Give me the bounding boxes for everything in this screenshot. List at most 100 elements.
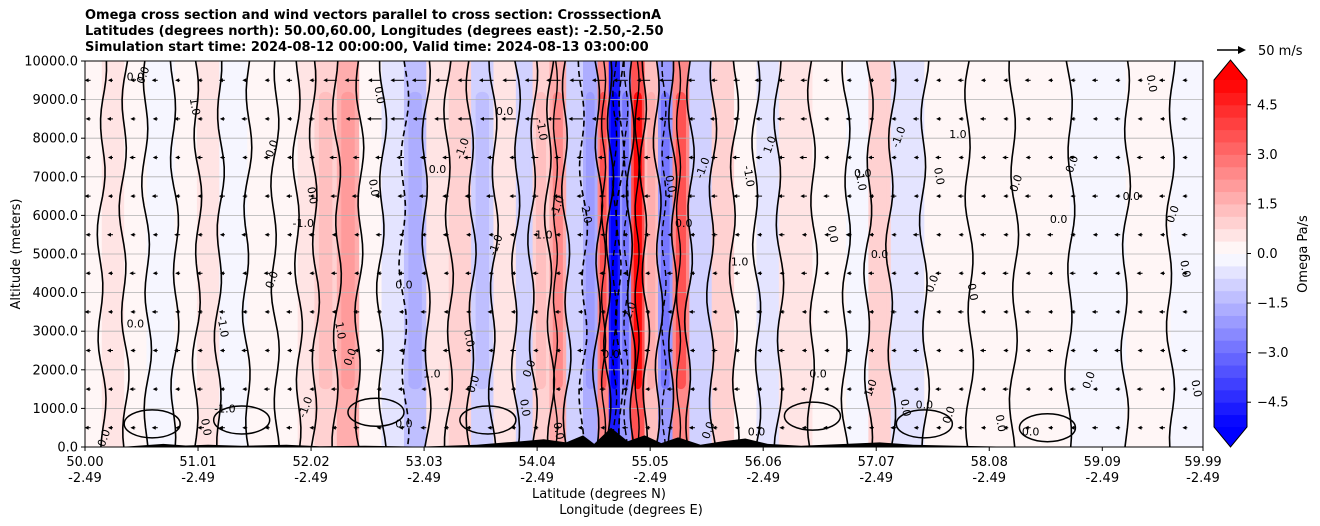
wind-vector-head: [936, 78, 941, 83]
x-tick-label-lon: -2.49: [972, 471, 1006, 486]
wind-vector-head: [980, 387, 985, 392]
wind-vector-head: [754, 194, 759, 199]
wind-vector-head: [1159, 271, 1164, 276]
wind-vector-head: [578, 271, 583, 276]
wind-vector-head: [846, 194, 851, 199]
contour-label: 0.0: [395, 279, 413, 292]
wind-vector-head: [524, 78, 529, 83]
wind-vector-head: [242, 425, 247, 430]
wind-vector-head: [868, 232, 873, 237]
x-tick-label-lon: -2.49: [294, 471, 328, 486]
wind-vector-head: [778, 232, 783, 237]
wind-vector-head: [734, 309, 739, 314]
wind-vector-head: [980, 425, 985, 430]
wind-vector-head: [263, 155, 268, 160]
wind-vector-head: [488, 348, 493, 353]
contour-loop: [1018, 412, 1077, 443]
contour-line: [191, 61, 203, 447]
colorbar-level: [1214, 104, 1247, 118]
wind-vector-head: [1092, 387, 1097, 392]
wind-vector-head: [129, 271, 134, 276]
colorbar-label: Omega Pa/s: [1296, 215, 1311, 293]
wind-vector-head: [411, 78, 416, 83]
wind-vector-head: [1137, 309, 1142, 314]
vector-key-label: 50 m/s: [1258, 44, 1303, 59]
wind-vector-head: [777, 194, 782, 199]
wind-vector-head: [846, 309, 851, 314]
wind-vector-head: [913, 271, 918, 276]
wind-vector-head: [152, 348, 157, 353]
wind-vector-head: [375, 194, 380, 199]
wind-vector-head: [1159, 116, 1164, 121]
contour-label: 0.0: [1123, 190, 1141, 203]
contour-label: 0.0: [198, 417, 214, 436]
wind-vector-head: [219, 116, 224, 121]
wind-vector-head: [479, 116, 484, 121]
wind-vector-head: [85, 348, 90, 353]
y-tick-label: 10000.0: [24, 55, 78, 70]
wind-vector-head: [85, 194, 89, 199]
wind-vector-head: [1114, 348, 1119, 353]
wind-vector-head: [129, 155, 134, 160]
contour-label: 1.0: [949, 128, 967, 141]
wind-vector-head: [175, 271, 180, 276]
contour-line: [591, 61, 604, 447]
colorbar-level: [1214, 352, 1247, 366]
wind-vector-head: [85, 425, 89, 430]
wind-vector-head: [667, 232, 672, 237]
wind-vector-head: [709, 116, 714, 121]
x-tick-label-lat: 59.09: [1084, 455, 1121, 470]
wind-vector-head: [376, 271, 381, 276]
wind-vector-head: [757, 271, 762, 276]
wind-vector-head: [620, 194, 625, 199]
omega-core: [408, 91, 422, 390]
contour-label: 0.0: [263, 269, 281, 290]
wind-vector-head: [263, 387, 268, 392]
wind-vector-head: [1115, 155, 1120, 160]
wind-vector-head: [151, 309, 156, 314]
contour-line: [661, 61, 667, 447]
wind-vector-head: [509, 232, 514, 237]
x-tick-label-lat: 52.02: [292, 455, 329, 470]
y-tick-label: 5000.0: [33, 248, 79, 263]
wind-vector-head: [779, 387, 784, 392]
contour-label: -1.0: [852, 168, 869, 191]
wind-vector-head: [241, 348, 246, 353]
wind-vector-head: [591, 78, 596, 83]
colorbar-level: [1214, 141, 1247, 155]
y-tick-label: 6000.0: [33, 209, 79, 224]
contour-line: [375, 61, 388, 447]
wind-vector-head: [510, 387, 515, 392]
wind-vector-head: [1003, 232, 1008, 237]
wind-vector-head: [242, 387, 247, 392]
wind-vector-head: [331, 309, 336, 314]
wind-vector-head: [330, 271, 335, 276]
wind-vector-head: [354, 232, 359, 237]
wind-vector-head: [980, 271, 985, 276]
wind-vector-head: [330, 387, 335, 392]
wind-vector-head: [264, 309, 269, 314]
wind-vector-head: [799, 155, 804, 160]
x-tick-label-lon: -2.49: [859, 471, 893, 486]
wind-vector-head: [801, 232, 806, 237]
wind-vector-head: [756, 309, 761, 314]
wind-vector-head: [979, 232, 984, 237]
wind-vector-head: [711, 348, 716, 353]
wind-vector-head: [331, 425, 336, 430]
wind-vector-head: [1159, 232, 1164, 237]
wind-vector-head: [913, 425, 918, 430]
wind-vector-head: [1136, 155, 1141, 160]
contour-line: [308, 61, 321, 447]
wind-vector-head: [622, 387, 627, 392]
wind-vector-head: [152, 232, 157, 237]
wind-vector-head: [958, 116, 963, 121]
contour-label: 1.0: [731, 256, 749, 269]
wind-vector-head: [196, 387, 201, 392]
wind-vector-head: [936, 348, 941, 353]
wind-vector-head: [151, 194, 156, 199]
omega-core: [872, 91, 887, 390]
wind-vector-head: [666, 194, 671, 199]
wind-vector-head: [1024, 309, 1029, 314]
colorbar-tick-label: −1.5: [1257, 297, 1289, 312]
colorbar-level: [1214, 278, 1247, 292]
